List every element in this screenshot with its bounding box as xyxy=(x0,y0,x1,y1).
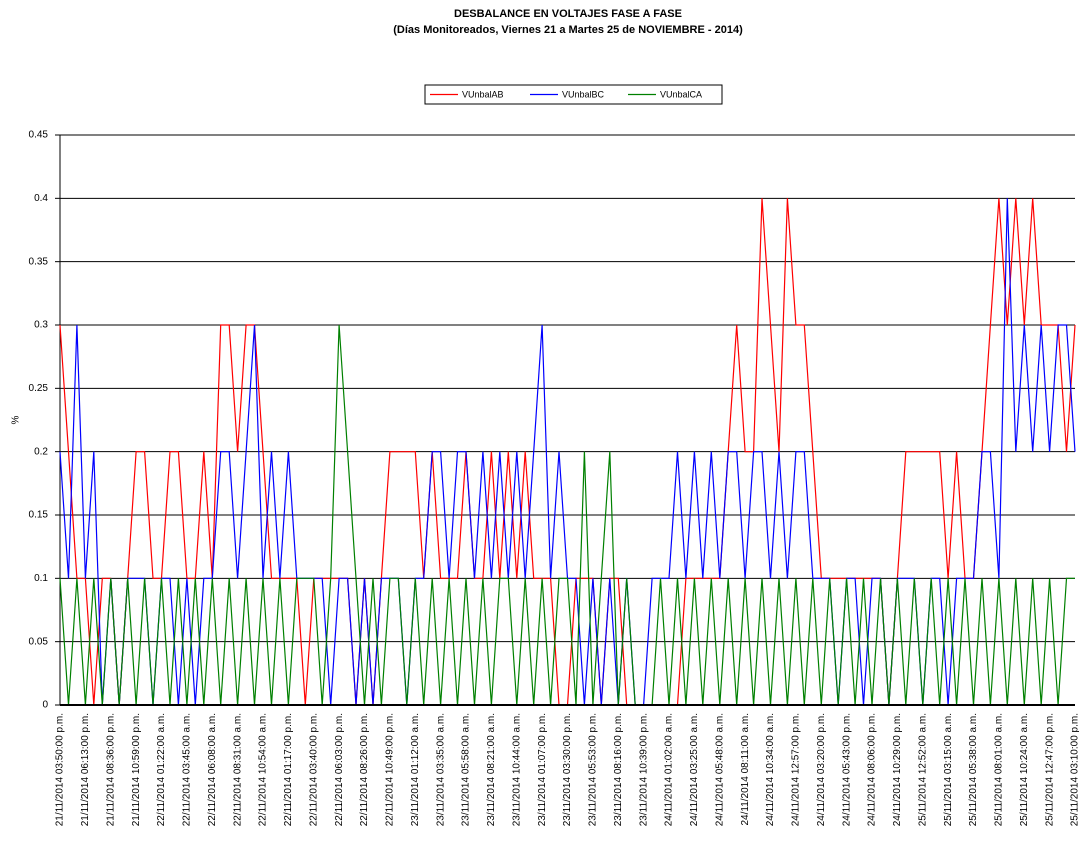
y-tick-label: 0.2 xyxy=(34,446,48,457)
y-axis-label: % xyxy=(11,415,22,424)
x-tick-label: 23/11/2014 08:21:00 a.m. xyxy=(486,713,497,826)
y-tick-label: 0.4 xyxy=(34,193,48,204)
x-tick-label: 22/11/2014 06:08:00 a.m. xyxy=(207,713,218,826)
chart-title: DESBALANCE EN VOLTAJES FASE A FASE xyxy=(454,8,682,20)
x-tick-label: 23/11/2014 08:16:00 p.m. xyxy=(613,713,624,826)
x-tick-label: 25/11/2014 03:15:00 a.m. xyxy=(943,713,954,826)
y-tick-label: 0.05 xyxy=(29,636,49,647)
x-tick-label: 25/11/2014 05:38:00 a.m. xyxy=(968,713,979,826)
x-tick-label: 22/11/2014 01:17:00 p.m. xyxy=(283,713,294,826)
x-tick-label: 22/11/2014 01:22:00 a.m. xyxy=(156,713,167,826)
y-tick-label: 0.25 xyxy=(29,383,49,394)
x-tick-label: 24/11/2014 05:43:00 p.m. xyxy=(841,713,852,826)
x-tick-label: 21/11/2014 08:36:00 p.m. xyxy=(105,713,116,826)
x-tick-label: 23/11/2014 10:39:00 p.m. xyxy=(638,713,649,826)
x-tick-label: 24/11/2014 10:29:00 p.m. xyxy=(892,713,903,826)
x-tick-label: 23/11/2014 03:30:00 p.m. xyxy=(562,713,573,826)
x-tick-label: 25/11/2014 10:24:00 a.m. xyxy=(1019,713,1030,826)
legend-box xyxy=(424,84,723,105)
x-tick-label: 22/11/2014 08:26:00 p.m. xyxy=(359,713,370,826)
x-tick-label: 22/11/2014 10:49:00 p.m. xyxy=(385,713,396,826)
x-tick-label: 24/11/2014 05:48:00 a.m. xyxy=(714,713,725,826)
x-tick-label: 24/11/2014 03:20:00 p.m. xyxy=(816,713,827,826)
x-tick-label: 23/11/2014 03:35:00 a.m. xyxy=(435,713,446,826)
y-tick-label: 0 xyxy=(42,700,48,711)
y-tick-label: 0.45 xyxy=(29,130,49,141)
x-tick-label: 24/11/2014 10:34:00 a.m. xyxy=(765,713,776,826)
x-tick-label: 23/11/2014 05:58:00 a.m. xyxy=(461,713,472,826)
x-tick-label: 25/11/2014 08:01:00 a.m. xyxy=(994,713,1005,826)
legend-label: VUnbalBC xyxy=(562,89,605,99)
x-tick-label: 22/11/2014 06:03:00 p.m. xyxy=(334,713,345,826)
x-tick-label: 21/11/2014 06:13:00 p.m. xyxy=(80,713,91,826)
x-tick-label: 24/11/2014 12:57:00 p.m. xyxy=(791,713,802,826)
x-tick-label: 22/11/2014 10:54:00 a.m. xyxy=(258,713,269,826)
x-tick-label: 22/11/2014 08:31:00 a.m. xyxy=(232,713,243,826)
x-tick-label: 24/11/2014 01:02:00 a.m. xyxy=(664,713,675,826)
legend-label: VUnbalAB xyxy=(462,89,504,99)
x-tick-label: 22/11/2014 03:45:00 a.m. xyxy=(182,713,193,826)
y-tick-label: 0.35 xyxy=(29,256,49,267)
x-tick-label: 23/11/2014 05:53:00 p.m. xyxy=(588,713,599,826)
x-tick-label: 23/11/2014 01:07:00 p.m. xyxy=(537,713,548,826)
y-tick-label: 0.1 xyxy=(34,573,48,584)
x-tick-label: 24/11/2014 08:06:00 p.m. xyxy=(867,713,878,826)
x-tick-label: 25/11/2014 12:47:00 p.m. xyxy=(1044,713,1055,826)
x-tick-label: 22/11/2014 03:40:00 p.m. xyxy=(308,713,319,826)
x-tick-label: 21/11/2014 03:50:00 p.m. xyxy=(55,713,66,826)
y-tick-label: 0.3 xyxy=(34,320,48,331)
x-tick-label: 25/11/2014 03:10:00 p.m. xyxy=(1070,713,1079,826)
x-tick-label: 24/11/2014 08:11:00 a.m. xyxy=(740,713,751,826)
x-tick-label: 23/11/2014 10:44:00 a.m. xyxy=(511,713,522,826)
x-tick-label: 21/11/2014 10:59:00 p.m. xyxy=(131,713,142,826)
y-tick-label: 0.15 xyxy=(29,510,49,521)
x-tick-label: 24/11/2014 03:25:00 a.m. xyxy=(689,713,700,826)
x-tick-label: 23/11/2014 01:12:00 a.m. xyxy=(410,713,421,826)
x-tick-label: 25/11/2014 12:52:00 a.m. xyxy=(917,713,928,826)
legend-label: VUnbalCA xyxy=(660,89,702,99)
chart-subtitle: (Días Monitoreados, Viernes 21 a Martes … xyxy=(393,24,743,36)
